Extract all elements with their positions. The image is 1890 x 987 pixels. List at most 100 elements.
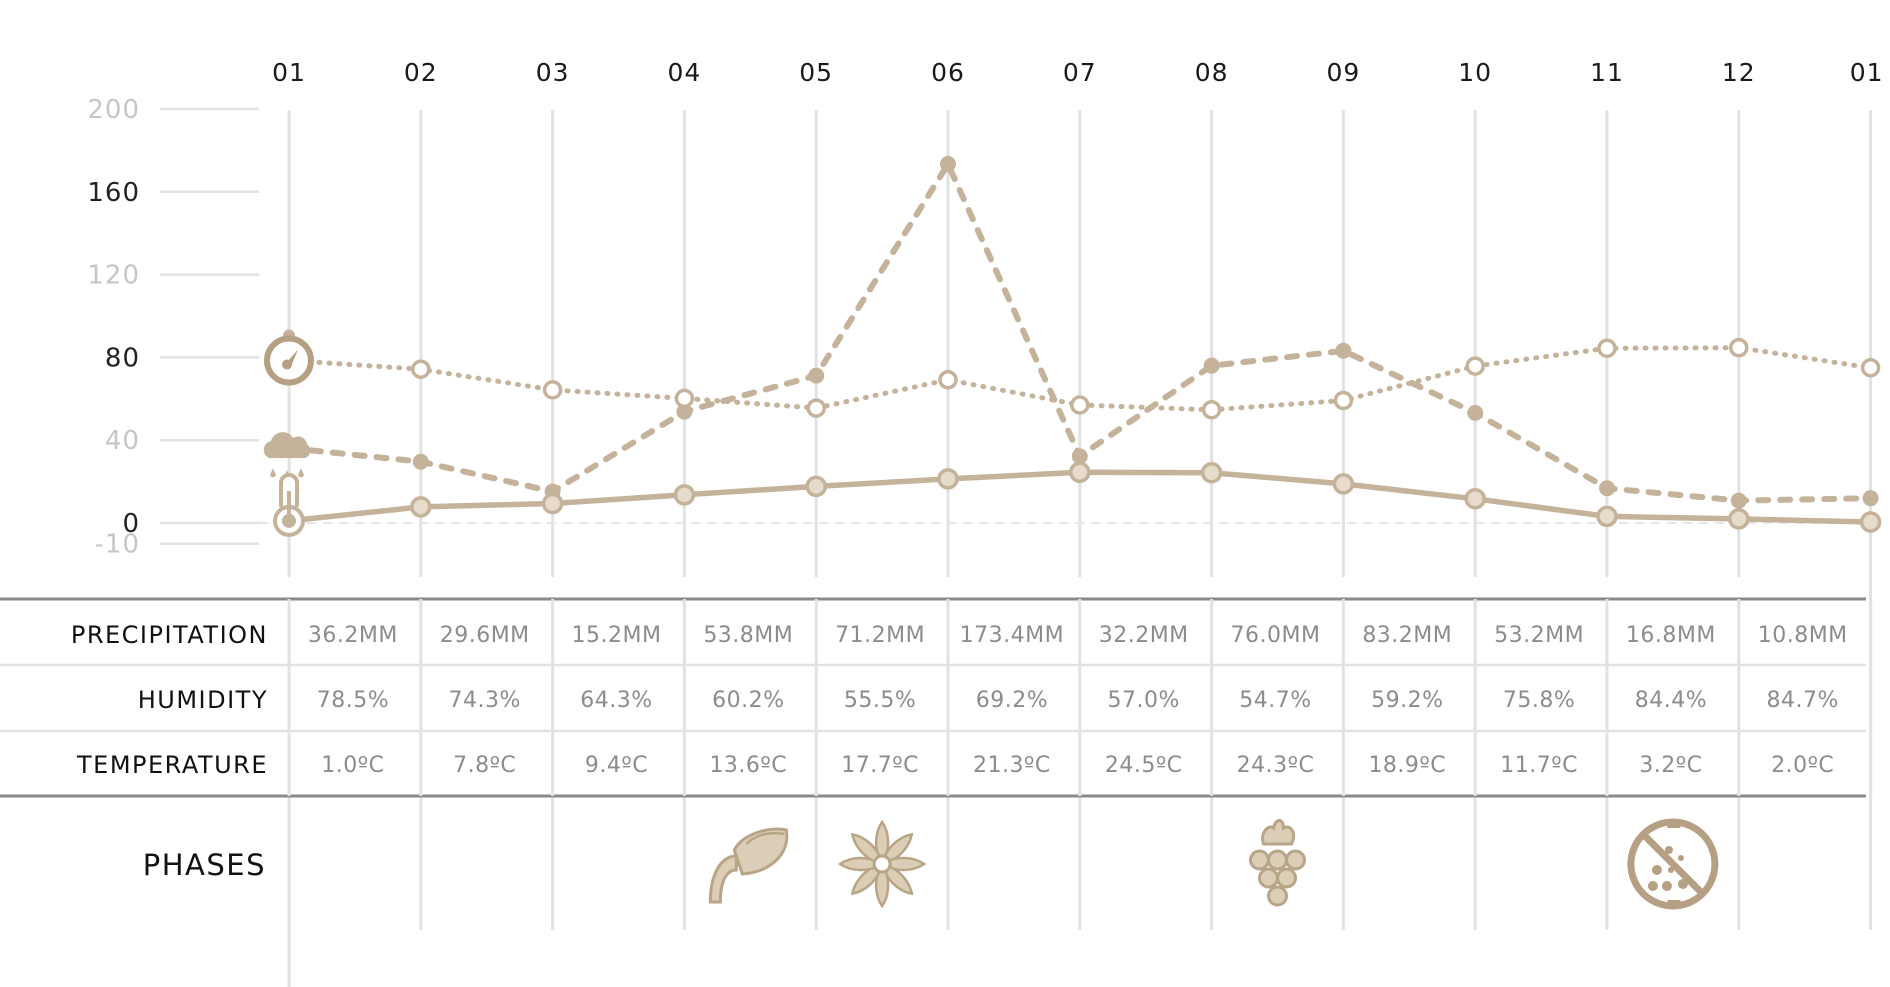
ytick-label: 0	[122, 509, 140, 539]
rain-drop	[298, 468, 304, 478]
rain-drop	[270, 468, 276, 478]
flowering-icon	[837, 819, 927, 909]
table-cell: 173.4MM	[960, 623, 1064, 648]
budburst-icon	[708, 827, 789, 904]
no-slash	[1640, 831, 1706, 897]
month-label: 01	[272, 58, 306, 87]
no-harvest-icon	[1627, 818, 1719, 910]
grape-leaf	[1261, 819, 1296, 846]
temperature-point	[1069, 461, 1091, 484]
table-cell: 11.7ºC	[1500, 753, 1578, 778]
table-cell: 59.2%	[1371, 688, 1443, 713]
no-cap	[1666, 819, 1681, 828]
month-label: 03	[536, 58, 570, 87]
table-cell: 16.8MM	[1626, 623, 1716, 648]
month-label: 01	[1850, 58, 1884, 87]
bud-vein	[745, 832, 785, 845]
series-layer	[286, 156, 1882, 533]
temperature-point	[1332, 473, 1355, 495]
temperature-point	[937, 468, 959, 490]
temperature-point	[1596, 505, 1618, 528]
axis-layer: 01 02 03 04 05 06 07 08 09 10 11 12 01 200 160 120 80 40 0…	[87, 58, 1884, 560]
table-cell: 17.7ºC	[841, 753, 919, 778]
table-cell: 83.2MM	[1362, 623, 1452, 648]
month-label: 08	[1195, 58, 1229, 87]
ytick-label: -10	[95, 530, 140, 560]
row-label-precipitation: PRECIPITATION	[71, 621, 268, 649]
table-cell: 53.8MM	[703, 623, 793, 648]
rain-cloud-icon	[263, 432, 311, 480]
grape-berry	[1285, 849, 1306, 871]
phases-row: PHASES	[143, 818, 1719, 910]
month-label: 11	[1590, 58, 1624, 87]
row-label-humidity: HUMIDITY	[138, 686, 268, 714]
precipitation-point	[1730, 492, 1747, 509]
humidity-point	[1201, 400, 1222, 420]
table-cell: 10.8MM	[1758, 623, 1848, 648]
bud-stem	[708, 854, 738, 904]
humidity-point	[938, 370, 958, 390]
ytick-label: 160	[87, 178, 140, 208]
month-label: 12	[1722, 58, 1756, 87]
grape-berry	[1267, 849, 1288, 871]
precipitation-point	[412, 453, 429, 470]
table-cell: 24.5ºC	[1105, 753, 1183, 778]
thermometer-icon	[273, 473, 305, 537]
precipitation-point	[1599, 480, 1615, 497]
humidity-point	[1070, 395, 1090, 415]
month-label: 04	[667, 58, 701, 87]
temperature-point	[541, 492, 564, 515]
grape-cluster-icon	[1249, 819, 1306, 907]
humidity-point	[1860, 358, 1881, 378]
temperature-point	[1200, 461, 1223, 484]
temperature-point	[805, 475, 827, 498]
table-cell: 29.6MM	[440, 623, 530, 648]
grape-berry	[1267, 885, 1288, 907]
table-cell: 64.3%	[580, 688, 652, 713]
no-dot	[1651, 865, 1662, 875]
table-cell: 7.8ºC	[453, 753, 516, 778]
table-cell: 2.0ºC	[1771, 753, 1834, 778]
bud-leaf	[732, 827, 789, 876]
table-cell: 1.0ºC	[321, 753, 384, 778]
grape-berry	[1249, 849, 1270, 871]
flower-petal	[850, 832, 884, 866]
gauge-hub	[282, 359, 292, 370]
precipitation-point	[1467, 404, 1484, 421]
precipitation-point	[808, 367, 825, 384]
table-cell: 36.2MM	[308, 623, 398, 648]
precipitation-point	[1862, 490, 1879, 507]
no-dot	[1647, 881, 1658, 891]
precipitation-point	[1335, 342, 1352, 359]
grid-layer	[160, 107, 1873, 987]
no-dot	[1677, 879, 1688, 889]
table-cell: 55.5%	[844, 688, 916, 713]
no-dot	[1677, 855, 1684, 861]
table-cell: 76.0MM	[1231, 623, 1321, 648]
humidity-point	[1729, 337, 1749, 358]
table-cell: 32.2MM	[1099, 623, 1189, 648]
no-tail	[1666, 900, 1681, 909]
table-cell: 84.7%	[1767, 688, 1839, 713]
phases-label: PHASES	[143, 848, 266, 882]
temperature-point	[1728, 508, 1750, 530]
grape-berry	[1258, 867, 1279, 889]
table-cell: 3.2ºC	[1639, 753, 1702, 778]
temperature-point	[1464, 488, 1486, 510]
humidity-point	[1465, 356, 1485, 376]
humidity-point	[674, 388, 695, 409]
month-label: 06	[931, 58, 965, 87]
month-label: 02	[404, 58, 438, 87]
precipitation-point	[1071, 448, 1088, 465]
table-cell: 24.3ºC	[1237, 753, 1315, 778]
temperature-point	[1859, 511, 1882, 533]
ytick-label: 200	[87, 95, 140, 125]
table-cell: 74.3%	[449, 688, 521, 713]
table-cell: 53.2MM	[1494, 623, 1584, 648]
table-cell: 78.5%	[317, 688, 389, 713]
no-dot	[1661, 881, 1672, 891]
series-icons	[263, 329, 314, 537]
table-cell: 15.2MM	[572, 623, 662, 648]
table-cell: 9.4ºC	[585, 753, 648, 778]
gauge-icon	[264, 329, 314, 386]
